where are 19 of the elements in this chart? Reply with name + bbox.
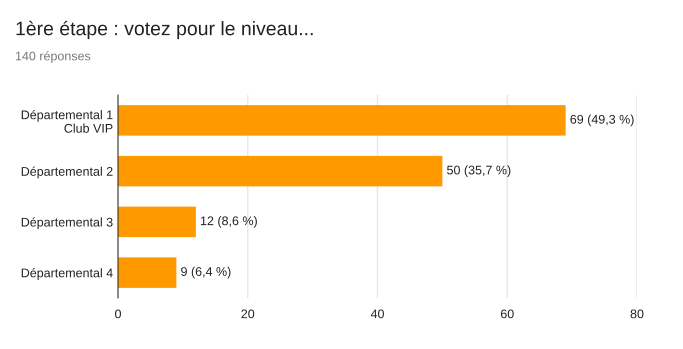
y-tick-label: Départemental 1 Club VIP: [22, 110, 113, 133]
x-tick-label: 80: [630, 309, 644, 318]
data-label: 9 (6,4 %): [181, 266, 230, 278]
bar: [118, 156, 442, 186]
x-tick-label: 0: [115, 309, 121, 318]
chart-title: 1ère étape : votez pour le niveau...: [16, 20, 313, 40]
x-tick-label: 20: [241, 309, 254, 318]
chart-subtitle: 140 réponses: [16, 51, 90, 63]
data-label: 69 (49,3 %): [570, 114, 634, 126]
x-tick-label: 40: [370, 309, 384, 318]
data-label: 50 (35,7 %): [447, 165, 510, 177]
x-tick-label: 60: [500, 309, 514, 318]
bar: [118, 257, 176, 288]
y-tick-label: Départemental 2: [22, 166, 113, 178]
bar: [118, 206, 196, 238]
data-label: 12 (8,6 %): [200, 216, 257, 228]
bar: [118, 105, 566, 136]
y-tick-label: Départemental 3: [22, 217, 113, 230]
y-tick-label: Départemental 4: [22, 268, 113, 280]
